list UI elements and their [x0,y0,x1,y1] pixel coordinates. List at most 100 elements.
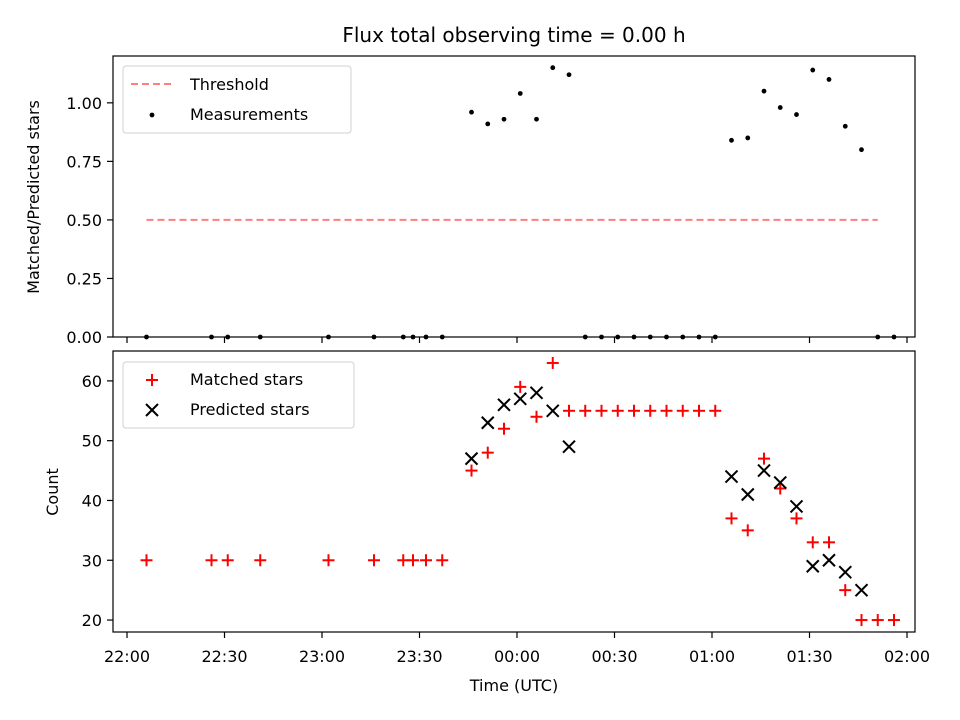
matched-stars-point [628,404,640,417]
x-axis-label: Time (UTC) [469,676,558,695]
matched-stars-point [855,614,868,627]
matched-stars-point [725,512,738,525]
measurement-point [582,334,588,340]
measurement-point [566,72,572,78]
matched-stars-point [514,380,527,393]
measurement-point [550,65,556,71]
predicted-stars-point [854,583,869,597]
measurement-point [826,77,832,82]
matched-stars-point [322,554,335,567]
y-tick-label: 0.25 [66,269,102,288]
top-legend: Threshold Measurements [122,65,352,134]
measurement-point [794,112,799,117]
bottom-y-axis-label: Count [43,468,62,516]
chart-title: Flux total observing time = 0.00 h [342,23,685,47]
measurement-point [891,334,897,340]
matched-stars-point [465,464,478,477]
predicted-stars-point [513,392,527,406]
x-tick-label: 23:30 [396,647,442,666]
x-tick-label: 22:30 [201,647,247,666]
matched-stars-point [481,446,494,459]
measurement-point [712,334,718,340]
matched-stars-point [436,554,449,567]
measurement-point [631,334,637,340]
measurement-point [209,334,214,340]
predicted-stars-point [562,439,576,454]
matched-stars-point [368,554,380,567]
matched-stars-point [140,554,153,567]
predicted-stars-point [741,487,755,502]
matched-stars-point [758,452,770,465]
matched-stars-point [774,482,787,495]
x-tick-label: 01:30 [786,647,832,666]
measurement-point [599,334,604,340]
matched-stars-point [871,614,884,627]
matched-stars-point [839,584,852,597]
top-plot-frame [112,55,916,338]
legend-swatch-matched-stars [146,374,158,386]
x-tick-label: 00:30 [591,647,637,666]
measurement-point [485,121,491,127]
matched-stars-point [254,554,267,567]
predicted-stars-point [789,499,804,514]
matched-stars-point [611,404,624,417]
measurement-point [664,334,669,340]
matched-stars-point [888,614,900,627]
measurement-point [859,147,864,153]
matched-stars-point [595,404,608,417]
top-axis-ticks: 0.00 0.25 0.50 0.75 1.00 [66,94,908,347]
matched-stars-point [221,554,234,567]
matched-stars-point [676,404,689,417]
measurement-point [745,135,751,141]
matched-stars-point [806,536,819,549]
matched-stars-point [693,404,705,417]
predicted-stars-point [497,398,511,412]
matched-stars-point [563,404,575,417]
y-tick-label: 40 [82,491,102,510]
bottom-legend-box [122,361,355,429]
top-y-axis-label: Matched/Predicted stars [24,100,43,294]
predicted-stars-point [822,553,836,567]
measurement-point [423,334,429,340]
predicted-stars-point [546,404,560,418]
predicted-stars-point [529,386,544,400]
bottom-axis-ticks: 20 30 40 50 60 22:00 22:30 23:00 23:30 00:00 00:30… [82,372,930,666]
bottom-plot-frame [112,350,916,633]
measurement-point [225,334,231,340]
matched-stars-point [660,404,673,417]
y-tick-label: 0.50 [66,211,102,230]
legend-swatch-measurements [149,112,155,118]
y-tick-label: 30 [82,551,102,570]
measurement-point [144,334,149,340]
matched-stars-point [546,356,559,369]
y-tick-label: 1.00 [66,94,102,113]
measurement-point [680,334,686,340]
measurement-point [729,137,734,143]
y-tick-label: 50 [82,432,102,451]
measurement-point [761,88,767,94]
measurement-point [400,334,406,340]
y-tick-label: 0.75 [66,152,102,171]
predicted-stars-point [773,475,787,490]
measurement-point [810,67,816,73]
legend-label-predicted-stars: Predicted stars [190,400,310,419]
measurement-point [615,334,621,340]
measurement-point [842,123,848,129]
matched-stars-point [709,404,722,417]
x-tick-label: 00:00 [494,647,540,666]
matched-stars-point [741,524,754,537]
x-tick-label: 02:00 [884,647,930,666]
measurement-point [257,334,263,340]
y-tick-label: 60 [82,372,102,391]
predicted-stars-point [724,469,739,484]
measurement-point [647,334,653,340]
predicted-stars-point [757,463,771,478]
measurement-point [534,116,539,122]
measurement-point [326,334,331,340]
matched-stars-point [790,512,803,525]
measurement-point [439,334,445,340]
matched-stars-point [420,554,432,567]
predicted-stars-point [464,451,479,466]
measurement-point [696,334,702,340]
